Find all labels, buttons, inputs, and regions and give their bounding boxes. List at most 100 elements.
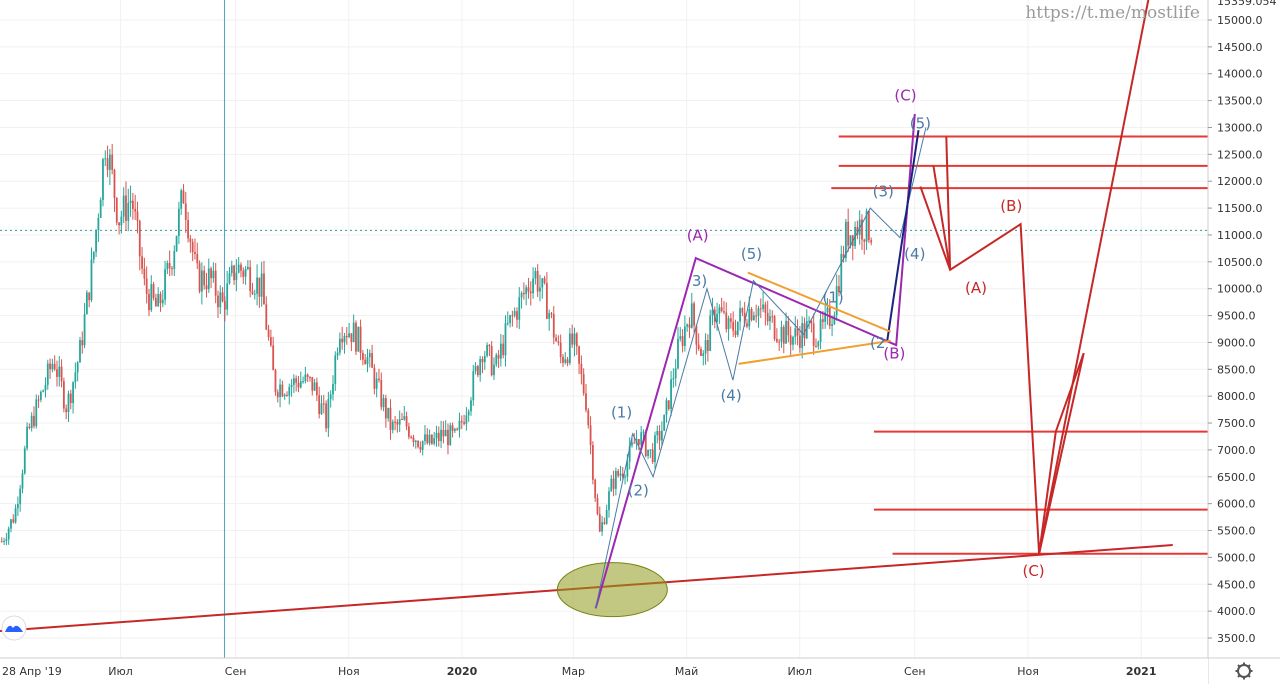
candle-body (433, 438, 436, 444)
candle-body (53, 363, 56, 370)
price-tick-label: 14000.0 (1217, 68, 1263, 81)
candle-body (410, 436, 413, 438)
time-tick-label: 28 Апр '19 (2, 665, 62, 678)
candle-body (463, 422, 465, 424)
candle-body (686, 324, 689, 327)
candle-body (281, 384, 284, 397)
candle-body (256, 277, 258, 294)
gear-icon[interactable] (1235, 662, 1253, 680)
candle-body (520, 292, 523, 298)
candle-body (171, 268, 173, 270)
candle-body (0, 541, 3, 543)
candle-body (677, 338, 679, 369)
candle-body (844, 221, 847, 259)
candle-body (826, 307, 829, 313)
candle-body (525, 287, 528, 295)
candle-body (847, 221, 850, 246)
candle-body (870, 240, 873, 243)
candle-body (33, 415, 35, 427)
candle-body (663, 414, 666, 431)
candle-body (727, 318, 730, 330)
candle-body (658, 430, 661, 441)
candle-body (601, 522, 603, 532)
candle-body (391, 421, 394, 430)
candle-body (706, 340, 709, 351)
candle-body (729, 318, 732, 322)
candle-body (198, 263, 201, 292)
candle-body (605, 510, 608, 524)
candle-body (723, 311, 725, 313)
candle-body (534, 271, 537, 279)
candle-body (557, 341, 560, 343)
candle-body (596, 498, 599, 514)
candle-body (472, 371, 475, 401)
candle-body (76, 362, 79, 373)
candle-body (709, 315, 712, 351)
price-tick-label: 10000.0 (1217, 283, 1263, 296)
candle-body (364, 359, 367, 365)
candle-body (750, 309, 753, 321)
candle-body (14, 508, 17, 523)
time-tick-label: Май (675, 665, 698, 678)
candle-body (716, 313, 718, 322)
candle-body (817, 341, 820, 347)
candle-body (863, 239, 866, 242)
candle-body (587, 410, 590, 426)
time-tick-label: Ноя (1017, 665, 1039, 678)
candle-body (401, 419, 403, 421)
candle-body (571, 333, 574, 345)
candle-body (674, 368, 677, 379)
candle-body (460, 420, 463, 423)
candle-body (810, 320, 813, 324)
candle-body (338, 338, 341, 353)
candle-body (867, 210, 870, 241)
wave-label: (A) (965, 279, 987, 297)
candle-body (580, 363, 583, 375)
candle-body (166, 263, 169, 270)
candle-body (403, 416, 406, 420)
candle-body (336, 352, 339, 356)
wave-labels: (C)(5)(3)(4)(A)(5)3)(1)(2(B)(4)(1)(2)(B)… (611, 87, 1045, 581)
forecast-up-1-path (1038, 0, 1150, 554)
price-axis[interactable]: 3500.0 4000.0 4500.0 5000.0 5500.0 6000.0 6500… (1207, 0, 1280, 684)
forecast-up-2-path (1038, 352, 1085, 554)
candle-body (476, 366, 479, 376)
candle-body (143, 268, 146, 279)
candle-body (244, 269, 247, 277)
candle-body (65, 408, 68, 413)
candle-body (10, 519, 12, 529)
candle-body (69, 393, 72, 404)
candle-body (334, 355, 337, 384)
candle-body (111, 154, 114, 170)
candle-body (585, 393, 587, 411)
time-axis[interactable]: 28 Апр '19 Июл Сен Ноя 2020 Мар Май Июл Сен Ноя 20… (0, 657, 1280, 684)
candle-body (371, 353, 373, 368)
tradingview-logo-icon[interactable] (1, 615, 27, 641)
time-tick-label: Сен (904, 665, 926, 678)
candle-body (398, 419, 401, 425)
candle-body (203, 270, 206, 286)
candle-body (389, 407, 392, 430)
candle-body (74, 372, 77, 383)
candle-body (276, 392, 279, 398)
candle-body (785, 320, 787, 344)
candle-body (21, 473, 24, 489)
candle-body (564, 359, 567, 363)
candle-body (741, 308, 744, 313)
candle-body (782, 326, 785, 344)
candle-body (808, 320, 810, 322)
candle-body (309, 376, 311, 378)
candle-body (263, 273, 265, 305)
candle-body (670, 379, 672, 409)
candle-body (35, 399, 38, 427)
candle-body (5, 539, 8, 541)
candle-body (148, 293, 150, 311)
candle-body (831, 324, 833, 326)
candle-body (113, 169, 116, 199)
candle-body (470, 400, 472, 412)
candle-body (150, 284, 153, 311)
candle-body (152, 284, 155, 298)
candle-body (755, 315, 758, 317)
candle-body (72, 382, 74, 404)
